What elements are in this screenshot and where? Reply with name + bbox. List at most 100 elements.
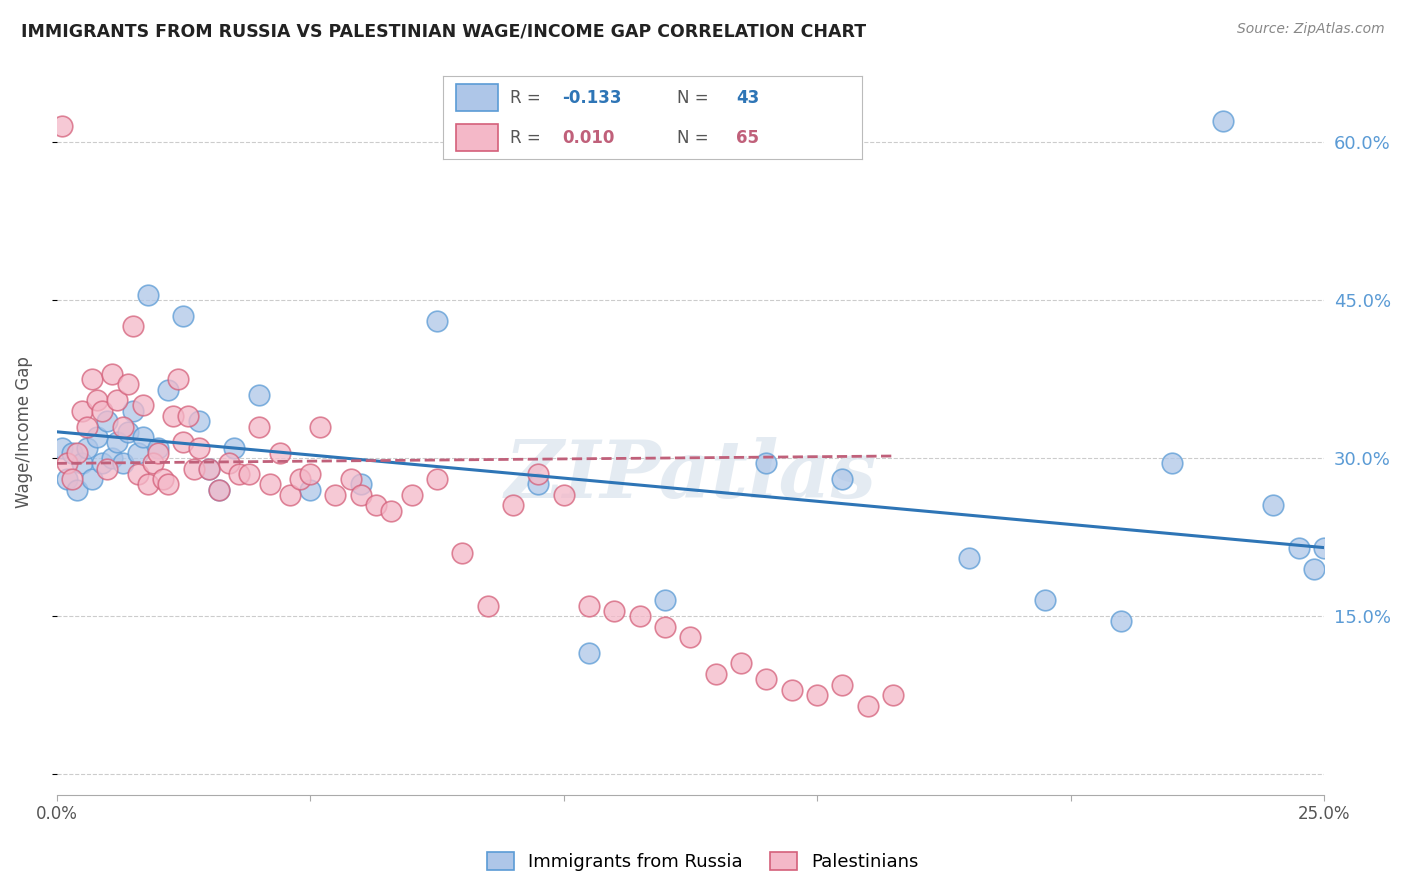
Point: [70, 403, 93, 417]
Point: [107, 435, 129, 450]
Y-axis label: Wage/Income Gap: Wage/Income Gap: [15, 356, 32, 508]
Point: [82, 372, 104, 386]
Point: [831, 472, 853, 486]
Point: [1212, 114, 1234, 128]
Point: [502, 499, 524, 513]
Point: [172, 309, 194, 323]
Point: [249, 388, 271, 402]
Point: [146, 446, 169, 460]
Point: [111, 456, 134, 470]
Point: [127, 467, 149, 481]
Point: [177, 409, 200, 423]
Point: [339, 472, 361, 486]
Point: [553, 488, 575, 502]
Point: [477, 599, 499, 613]
Point: [197, 461, 219, 475]
Point: [218, 456, 240, 470]
Point: [249, 419, 271, 434]
Point: [91, 456, 114, 470]
Point: [86, 393, 108, 408]
Point: [96, 461, 118, 475]
Point: [96, 414, 118, 428]
Point: [172, 435, 194, 450]
Point: [60, 472, 83, 486]
Point: [142, 456, 165, 470]
Point: [107, 393, 129, 408]
Point: [730, 657, 752, 671]
Point: [121, 319, 143, 334]
Point: [55, 472, 77, 486]
Point: [1288, 541, 1310, 555]
Point: [603, 604, 626, 618]
Point: [426, 314, 449, 328]
Point: [380, 504, 402, 518]
Text: Source: ZipAtlas.com: Source: ZipAtlas.com: [1237, 22, 1385, 37]
Point: [1313, 541, 1336, 555]
Point: [1161, 456, 1184, 470]
Point: [882, 688, 904, 702]
Point: [76, 441, 98, 455]
Point: [197, 461, 219, 475]
Legend: Immigrants from Russia, Palestinians: Immigrants from Russia, Palestinians: [479, 846, 927, 879]
Point: [167, 372, 190, 386]
Point: [350, 488, 373, 502]
Point: [299, 483, 322, 497]
Point: [82, 472, 104, 486]
Point: [111, 419, 134, 434]
Point: [364, 499, 387, 513]
Point: [679, 630, 702, 644]
Point: [269, 446, 291, 460]
Point: [238, 467, 260, 481]
Point: [121, 403, 143, 417]
Point: [132, 430, 155, 444]
Point: [780, 682, 803, 697]
Point: [51, 120, 73, 134]
Point: [55, 456, 77, 470]
Point: [70, 456, 93, 470]
Point: [831, 677, 853, 691]
Point: [401, 488, 423, 502]
Point: [527, 477, 550, 491]
Point: [66, 446, 89, 460]
Point: [325, 488, 347, 502]
Point: [132, 399, 155, 413]
Point: [755, 672, 778, 686]
Point: [1111, 615, 1133, 629]
Point: [654, 593, 676, 607]
Point: [578, 646, 600, 660]
Text: IMMIGRANTS FROM RUSSIA VS PALESTINIAN WAGE/INCOME GAP CORRELATION CHART: IMMIGRANTS FROM RUSSIA VS PALESTINIAN WA…: [21, 22, 866, 40]
Point: [117, 425, 139, 439]
Point: [654, 619, 676, 633]
Point: [704, 667, 727, 681]
Point: [101, 451, 124, 466]
Point: [309, 419, 332, 434]
Point: [222, 441, 245, 455]
Point: [127, 446, 149, 460]
Point: [228, 467, 250, 481]
Point: [86, 430, 108, 444]
Point: [208, 483, 231, 497]
Text: ZIPatlas: ZIPatlas: [505, 437, 876, 514]
Point: [66, 483, 89, 497]
Point: [157, 477, 180, 491]
Point: [350, 477, 373, 491]
Point: [1303, 562, 1326, 576]
Point: [51, 441, 73, 455]
Point: [136, 477, 159, 491]
Point: [91, 403, 114, 417]
Point: [856, 698, 879, 713]
Point: [1263, 499, 1285, 513]
Point: [578, 599, 600, 613]
Point: [146, 441, 169, 455]
Point: [426, 472, 449, 486]
Point: [1033, 593, 1056, 607]
Point: [152, 472, 174, 486]
Point: [187, 414, 209, 428]
Point: [157, 383, 180, 397]
Point: [957, 551, 980, 566]
Point: [259, 477, 281, 491]
Point: [278, 488, 301, 502]
Point: [628, 609, 651, 624]
Point: [101, 367, 124, 381]
Point: [451, 546, 474, 560]
